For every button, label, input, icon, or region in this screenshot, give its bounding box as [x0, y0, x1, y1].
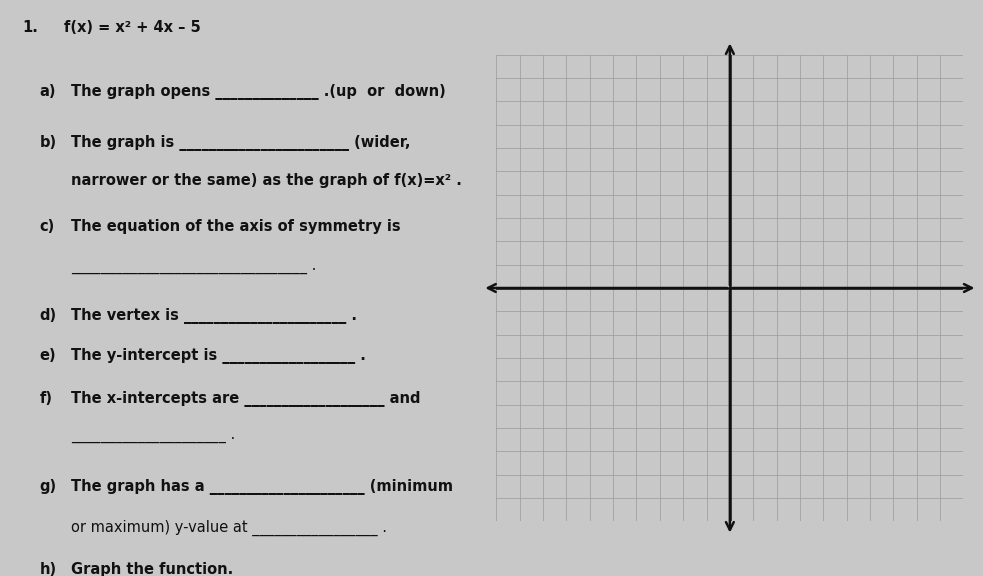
Text: The vertex is ______________________ .: The vertex is ______________________ .	[71, 308, 357, 324]
Text: g): g)	[39, 479, 56, 494]
Text: narrower or the same) as the graph of f(x)=x² .: narrower or the same) as the graph of f(…	[71, 173, 462, 188]
Text: The graph opens ______________ .(up  or  down): The graph opens ______________ .(up or d…	[71, 84, 446, 100]
Text: d): d)	[39, 308, 56, 323]
Text: The x-intercepts are ___________________ and: The x-intercepts are ___________________…	[71, 391, 421, 407]
Text: f): f)	[39, 391, 52, 406]
Text: The graph is _______________________ (wider,: The graph is _______________________ (wi…	[71, 135, 411, 151]
Text: b): b)	[39, 135, 56, 150]
Text: or maximum) y-value at _________________ .: or maximum) y-value at _________________…	[71, 520, 387, 536]
Text: The graph has a _____________________ (minimum: The graph has a _____________________ (m…	[71, 479, 453, 495]
Text: The equation of the axis of symmetry is: The equation of the axis of symmetry is	[71, 219, 401, 234]
Text: a): a)	[39, 84, 56, 98]
Text: e): e)	[39, 348, 56, 363]
Text: Graph the function.: Graph the function.	[71, 562, 234, 576]
Text: h): h)	[39, 562, 56, 576]
Text: c): c)	[39, 219, 55, 234]
Text: _____________________ .: _____________________ .	[71, 429, 236, 444]
Text: ________________________________ .: ________________________________ .	[71, 260, 317, 275]
Text: The y-intercept is __________________ .: The y-intercept is __________________ .	[71, 348, 366, 365]
Text: f(x) = x² + 4x – 5: f(x) = x² + 4x – 5	[64, 20, 201, 35]
Text: 1.: 1.	[22, 20, 38, 35]
